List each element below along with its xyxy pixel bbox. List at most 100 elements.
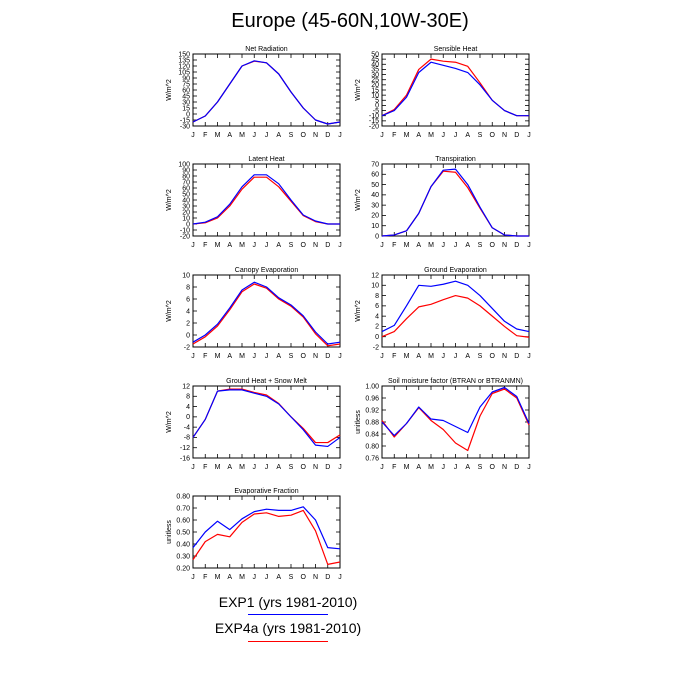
chart-title: Ground Heat + Snow Melt [226,378,307,385]
x-tick-label: D [514,464,519,471]
series-line-exp1 [192,389,341,448]
series-line-exp1 [192,174,340,225]
x-tick-label: J [338,574,342,581]
chart-panel: Evaporative Fraction unitless 0.20 0.30 0.40… [166,488,342,581]
x-tick-label: J [253,242,257,249]
y-tick-label: 70 [182,179,190,186]
y-tick-label: 15 [371,87,379,94]
y-tick-label: 30 [182,203,190,210]
legend-label-exp4a: EXP4a (yrs 1981-2010) [214,620,362,636]
x-tick-label: A [227,464,232,471]
y-tick-label: 40 [371,192,379,199]
x-tick-label: A [227,574,232,581]
x-tick-label: A [276,353,281,360]
y-tick-label: 20 [371,213,379,220]
x-tick-label: M [428,242,434,249]
x-tick-label: F [203,132,207,139]
y-axis-label: W/m^2 [355,300,362,322]
y-tick-label: 20 [371,82,379,89]
y-tick-label: 0 [375,103,379,110]
x-tick-label: N [313,242,318,249]
x-tick-label: J [191,574,195,581]
x-tick-label: D [325,353,330,360]
x-tick-label: N [502,464,507,471]
x-tick-label: A [416,132,421,139]
chart-title: Latent Heat [248,156,284,163]
x-tick-label: O [490,353,496,360]
y-axis-label: W/m^2 [355,79,362,101]
x-tick-label: J [253,574,257,581]
x-tick-label: J [454,242,458,249]
x-tick-label: S [478,132,483,139]
x-tick-label: N [313,464,318,471]
y-tick-label: -16 [180,455,190,462]
x-tick-label: S [478,242,483,249]
y-tick-label: 8 [186,394,190,401]
y-tick-label: 0.80 [365,443,379,450]
y-tick-label: 0.80 [176,493,190,500]
x-tick-label: S [478,464,483,471]
series-line-exp4a [192,60,341,125]
x-tick-label: J [454,464,458,471]
x-tick-label: A [465,353,470,360]
x-tick-label: M [239,464,245,471]
x-tick-label: D [514,242,519,249]
y-tick-label: 1.00 [365,383,379,390]
y-axis-label: W/m^2 [166,189,173,211]
x-tick-label: A [227,242,232,249]
x-tick-label: J [454,353,458,360]
y-tick-label: 0.92 [365,407,379,414]
x-tick-label: A [227,353,232,360]
y-tick-label: 2 [186,320,190,327]
y-tick-label: 50 [371,182,379,189]
x-tick-label: J [454,132,458,139]
x-tick-label: J [338,353,342,360]
y-tick-label: 20 [182,209,190,216]
chart-panel: Ground Heat + Snow Melt W/m^2 -16 -12 -8 -4 0 4… [166,378,342,471]
y-tick-label: 8 [186,284,190,291]
y-tick-label: 10 [182,272,190,279]
legend-line-exp1 [248,614,328,615]
page-title: Europe (45-60N,10W-30E) [231,10,469,32]
y-tick-label: -30 [180,123,190,130]
y-tick-label: 60 [371,172,379,179]
chart-title: Soil moisture factor (BTRAN or BTRANMN) [388,378,523,385]
x-tick-label: M [239,353,245,360]
plot-frame [381,274,530,348]
x-tick-label: J [380,464,384,471]
y-tick-label: 150 [178,51,190,58]
y-tick-label: 0 [186,414,190,421]
y-tick-label: 0.84 [365,431,379,438]
y-tick-label: 100 [178,161,190,168]
y-tick-label: 0.30 [176,553,190,560]
chart-title: Transpiration [435,156,476,163]
y-tick-label: 5 [375,98,379,105]
x-tick-label: O [301,353,307,360]
x-tick-label: J [191,464,195,471]
series-line-exp1 [381,168,529,237]
y-axis-label: W/m^2 [166,411,173,433]
y-tick-label: -8 [184,435,190,442]
x-tick-label: D [325,242,330,249]
y-tick-label: 0.88 [365,419,379,426]
x-tick-label: A [416,464,421,471]
y-tick-label: 60 [182,185,190,192]
series-line-exp4a [381,388,530,452]
x-tick-label: J [338,132,342,139]
y-tick-label: -2 [373,344,379,351]
x-tick-label: F [392,464,396,471]
x-tick-label: J [253,132,257,139]
x-tick-label: D [325,574,330,581]
chart-panel: Soil moisture factor (BTRAN or BTRANMN) u… [355,378,531,471]
x-tick-label: J [442,464,446,471]
y-tick-label: 4 [186,308,190,315]
x-tick-label: O [301,242,307,249]
y-tick-label: 120 [178,63,190,70]
x-tick-label: D [325,464,330,471]
series-line-exp4a [381,294,530,338]
series-line-exp4a [192,509,341,566]
x-tick-label: O [301,464,307,471]
